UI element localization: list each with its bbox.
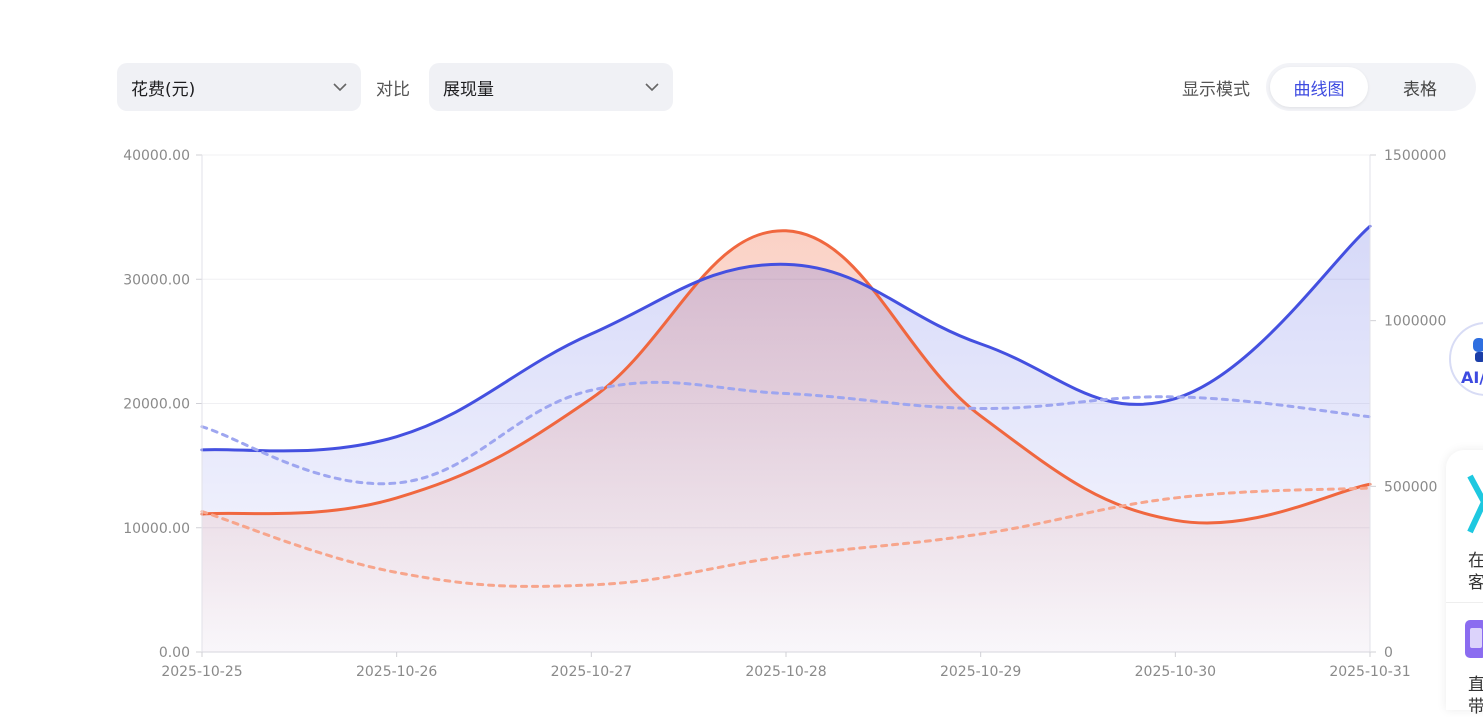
- robot-icon: [1473, 338, 1483, 362]
- x-tick-label: 2025-10-25: [161, 664, 242, 680]
- y-right-tick-label: 1000000: [1384, 314, 1446, 330]
- spend-line: [200, 229, 1372, 525]
- x-tick-label: 2025-10-31: [1329, 664, 1410, 680]
- y-left-tick-label: 30000.00: [123, 272, 190, 288]
- y-right-tick-label: 500000: [1384, 479, 1437, 495]
- x-tick-label: 2025-10-29: [940, 664, 1021, 680]
- spend_compare-line: [200, 486, 1372, 588]
- y-left-tick-label: 20000.00: [123, 397, 190, 413]
- impressions-area: [202, 226, 1370, 652]
- mascot-icon: [1467, 474, 1483, 534]
- ai-badge-label: AI/: [1461, 368, 1483, 387]
- gift-icon: [1465, 620, 1483, 658]
- panel-text-2[interactable]: 客: [1468, 573, 1483, 593]
- impressions_compare-line: [200, 380, 1372, 486]
- primary-metric-select[interactable]: 花费(元): [117, 63, 361, 111]
- panel-divider: [1446, 602, 1483, 603]
- x-tick-label: 2025-10-27: [551, 664, 632, 680]
- y-left-tick-label: 0.00: [159, 645, 190, 661]
- y-right-tick-label: 1500000: [1384, 148, 1446, 164]
- panel-text-3[interactable]: 直: [1468, 675, 1483, 695]
- series-lines: [200, 224, 1372, 588]
- area-fills: [202, 226, 1370, 652]
- axes: 0.00 10000.00 20000.00 30000.00 40000.00 0 500…: [123, 148, 1446, 680]
- display-mode-toggle: 曲线图 表格: [1266, 63, 1476, 111]
- x-tick-label: 2025-10-26: [356, 664, 437, 680]
- display-mode-label: 显示模式: [1182, 80, 1250, 100]
- primary-metric-value: 花费(元): [131, 79, 196, 100]
- secondary-metric-value: 展现量: [443, 79, 494, 100]
- chevron-down-icon: [645, 80, 659, 94]
- secondary-metric-select[interactable]: 展现量: [429, 63, 673, 111]
- trend-chart: 0.00 10000.00 20000.00 30000.00 40000.00 0 500…: [123, 148, 1446, 680]
- side-help-panel: 在 客 直 带: [1446, 450, 1483, 717]
- chevron-down-icon: [333, 80, 347, 94]
- mode-option-curve[interactable]: 曲线图: [1270, 67, 1368, 107]
- panel-text-1[interactable]: 在: [1468, 551, 1483, 571]
- y-left-tick-label: 40000.00: [123, 148, 190, 164]
- y-right-tick-label: 0: [1384, 645, 1393, 661]
- y-left-tick-label: 10000.00: [123, 521, 190, 537]
- x-tick-label: 2025-10-28: [745, 664, 826, 680]
- compare-label: 对比: [376, 80, 410, 100]
- mode-option-table[interactable]: 表格: [1403, 79, 1437, 100]
- panel-text-4[interactable]: 带: [1468, 697, 1483, 717]
- x-tick-label: 2025-10-30: [1135, 664, 1216, 680]
